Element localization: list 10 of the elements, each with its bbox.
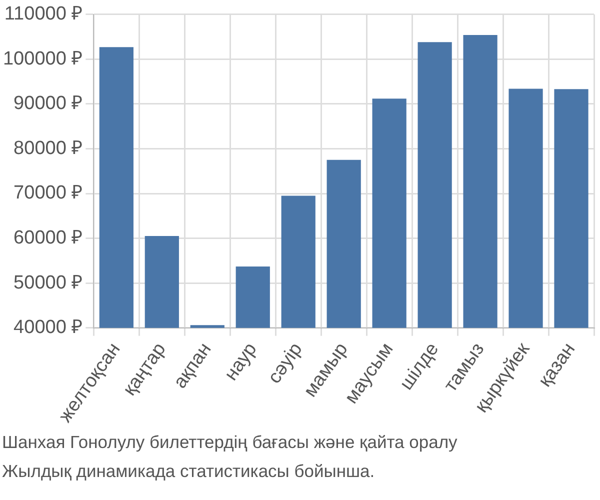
y-tick-label: 40000 ₽ [14, 317, 83, 338]
y-tick-label: 70000 ₽ [14, 182, 83, 204]
text: Шанхая Гонолулу билеттердің бағасы және қайта оралу [2, 431, 458, 454]
y-tick-label: 90000 ₽ [14, 93, 83, 114]
y-tick-label: 110000 ₽ [4, 4, 83, 25]
text: Жылдық динамикада статистикасы бойынша. [2, 460, 376, 483]
y-tick-label: 50000 ₽ [14, 272, 83, 294]
y-tick-label: 60000 ₽ [14, 228, 83, 249]
y-tick-label: 100000 ₽ [2, 48, 83, 70]
y-tick-label: 80000 ₽ [14, 138, 83, 159]
